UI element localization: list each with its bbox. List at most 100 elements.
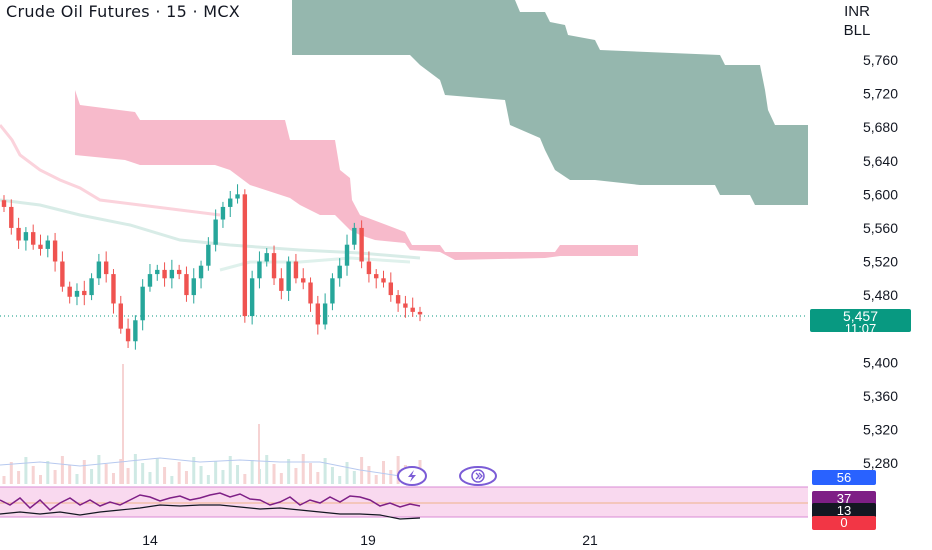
- volume-bar: [345, 462, 349, 484]
- bull-cloud: [292, 0, 808, 205]
- candle-body: [155, 269, 160, 275]
- rsi-value-tag: 37: [812, 491, 876, 506]
- candle-body: [220, 206, 226, 220]
- candle-body: [315, 303, 321, 325]
- candle-body: [249, 278, 255, 317]
- candle-body: [330, 278, 335, 304]
- chart-title: Crude Oil Futures · 15 · MCX: [6, 2, 241, 21]
- volume-bar: [126, 468, 130, 484]
- currency-label[interactable]: INR: [844, 3, 870, 20]
- volume-bar: [90, 469, 94, 484]
- candle-body: [198, 265, 204, 279]
- volume-bar: [111, 473, 115, 484]
- volume-bar: [104, 464, 108, 484]
- volume-bar: [68, 465, 72, 484]
- volume-bar: [294, 468, 298, 484]
- volume-moving-average: [0, 457, 421, 479]
- chevrons-icon[interactable]: [459, 466, 497, 486]
- y-tick-label: 5,680: [863, 119, 898, 135]
- y-tick-label: 5,280: [863, 455, 898, 471]
- candle-body: [286, 261, 291, 291]
- x-tick-label: 14: [142, 532, 158, 548]
- volume-bar: [330, 467, 334, 484]
- volume-bar: [279, 473, 283, 484]
- candle-body: [1, 200, 7, 207]
- candle-body: [111, 274, 116, 304]
- volume-bar: [24, 457, 28, 484]
- volume-bar: [309, 463, 313, 484]
- candle-body: [279, 278, 284, 291]
- candle-body: [293, 261, 299, 279]
- candle-body: [388, 282, 394, 296]
- rsi-band: [0, 487, 808, 517]
- volume-bar: [367, 466, 371, 484]
- candle-body: [45, 240, 50, 249]
- candle-body: [52, 240, 58, 262]
- candle-body: [257, 261, 262, 279]
- zero-tag: 0: [812, 516, 876, 530]
- price-axis[interactable]: 5,760 5,720 5,680 5,640 5,600 5,560 5,520 5,480…: [863, 52, 898, 471]
- volume-bar: [82, 460, 86, 484]
- unit-label[interactable]: BLL: [843, 22, 871, 39]
- candle-body: [322, 303, 328, 325]
- candle-body: [344, 244, 350, 266]
- base-line: [0, 198, 421, 260]
- volume-bar: [206, 475, 210, 484]
- candle-body: [89, 278, 94, 296]
- x-tick-label: 19: [360, 532, 376, 548]
- volume-bar: [184, 471, 188, 484]
- time-axis[interactable]: 14 19 21: [142, 532, 598, 548]
- candle-body: [96, 261, 102, 279]
- rsi-pane: [0, 486, 808, 520]
- candle-body: [352, 227, 357, 245]
- candle-body: [191, 278, 196, 296]
- y-tick-label: 5,360: [863, 388, 898, 404]
- volume-tag: 56: [812, 470, 876, 485]
- y-tick-label: 5,560: [863, 220, 898, 236]
- y-tick-label: 5,400: [863, 354, 898, 370]
- candlesticks: [1, 184, 423, 350]
- volume-bars: [2, 364, 422, 484]
- indicator-lines: [0, 124, 421, 272]
- volume-bar: [316, 472, 320, 484]
- y-tick-label: 5,480: [863, 287, 898, 303]
- volume-bar: [192, 457, 196, 484]
- lagging-line: [219, 256, 411, 272]
- candle-body: [242, 194, 248, 317]
- candle-body: [16, 227, 21, 241]
- candle-body: [366, 261, 372, 275]
- candle-body: [206, 244, 211, 266]
- volume-bar: [170, 476, 174, 484]
- volume-bar: [9, 462, 13, 484]
- volume-bar: [155, 458, 159, 484]
- volume-bar: [236, 465, 240, 484]
- last-price-value: 5,457: [842, 308, 879, 324]
- rsi-line: [0, 492, 421, 511]
- volume-bar: [122, 364, 124, 484]
- candle-body: [381, 278, 386, 283]
- volume-bar: [97, 455, 101, 484]
- volume-bar: [60, 456, 64, 484]
- candle-body: [228, 198, 233, 207]
- volume-bar: [352, 471, 356, 484]
- volume-bar: [53, 470, 57, 484]
- volume-bar: [382, 461, 386, 484]
- conversion-line: [0, 124, 221, 217]
- y-tick-label: 5,520: [863, 254, 898, 270]
- candle-body: [264, 253, 269, 262]
- lightning-icon[interactable]: [397, 466, 427, 486]
- volume-bar: [17, 471, 21, 484]
- candle-body: [140, 286, 145, 321]
- candle-body: [213, 219, 218, 245]
- volume-bar: [38, 475, 42, 484]
- volume-bar: [120, 464, 122, 484]
- volume-bar: [287, 459, 291, 484]
- volume-bar: [75, 474, 79, 484]
- candle-body: [147, 274, 153, 287]
- candle-body: [374, 274, 379, 279]
- volume-bar: [31, 466, 35, 484]
- candle-body: [308, 282, 313, 304]
- volume-bar: [272, 464, 276, 484]
- candle-body: [271, 253, 277, 279]
